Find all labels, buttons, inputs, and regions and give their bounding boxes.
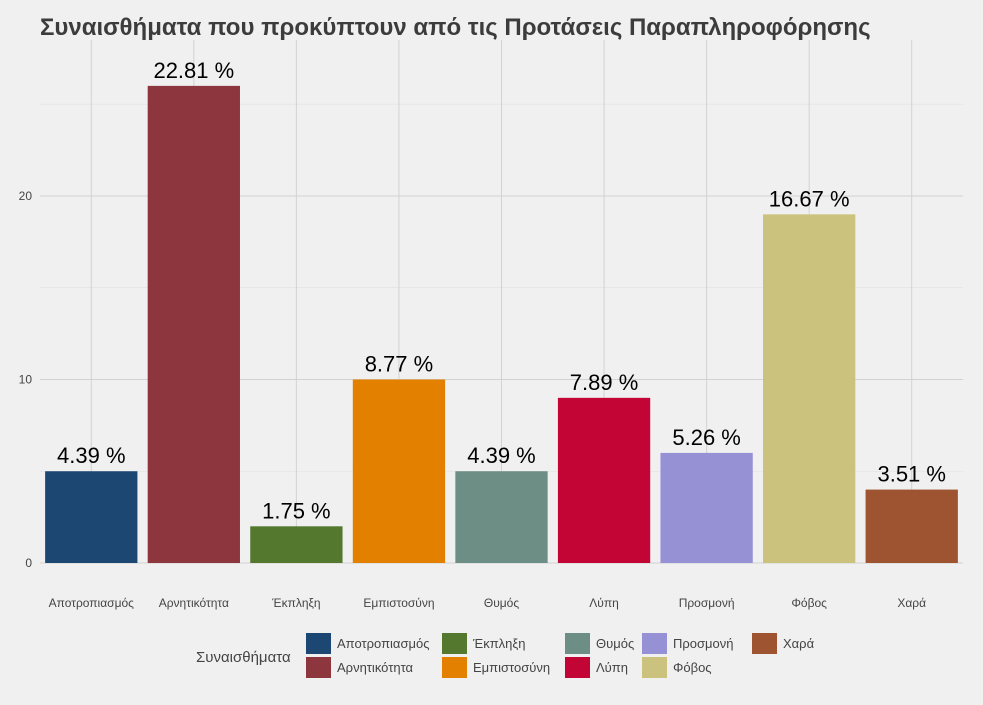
data-label: 1.75 % — [262, 498, 331, 523]
legend-label: Λύπη — [596, 659, 628, 675]
legend-swatch — [642, 632, 667, 654]
legend-label: Εμπιστοσύνη — [473, 659, 551, 675]
y-tick-label: 20 — [19, 189, 33, 203]
bar — [352, 379, 446, 563]
legend-item: Θυμός — [565, 632, 634, 654]
bar — [455, 471, 548, 563]
bar — [45, 471, 138, 563]
data-label: 4.39 % — [467, 443, 536, 468]
chart-title: Συναισθήματα που προκύπτουν από τις Προτ… — [40, 14, 871, 41]
x-tick-label: Χαρά — [897, 596, 926, 610]
x-tick-label: Προσμονή — [679, 596, 735, 610]
legend-item: Χαρά — [752, 632, 814, 654]
legend-label: Προσμονή — [673, 635, 734, 651]
legend-swatch — [752, 632, 777, 654]
legend-item: Εμπιστοσύνη — [442, 656, 550, 678]
legend-label: Χαρά — [783, 635, 815, 651]
legend-item: Προσμονή — [642, 632, 734, 654]
legend-label: Φόβος — [673, 659, 712, 675]
legend-title: Συναισθήματα — [196, 649, 291, 666]
legend-swatch — [442, 656, 467, 678]
bar — [250, 526, 343, 563]
legend-label: Έκπληξη — [473, 635, 526, 651]
y-tick-label: 0 — [25, 556, 32, 570]
bar — [865, 489, 958, 563]
legend-item: Αποτροπιασμός — [306, 632, 429, 654]
legend-item: Φόβος — [642, 656, 712, 678]
x-tick-label: Θυμός — [484, 596, 519, 610]
data-label: 7.89 % — [570, 370, 639, 395]
legend-label: Θυμός — [596, 635, 635, 651]
data-label: 3.51 % — [877, 462, 946, 487]
x-tick-label: Έκπληξη — [271, 596, 320, 610]
legend-item: Έκπληξη — [442, 632, 525, 654]
data-label: 22.81 % — [153, 58, 234, 83]
x-tick-label: Αποτροπιασμός — [49, 596, 135, 610]
y-tick-label: 10 — [19, 372, 33, 386]
bar — [763, 214, 856, 564]
legend-swatch — [565, 632, 590, 654]
bar — [557, 397, 651, 563]
legend-swatch — [442, 632, 467, 654]
legend-swatch — [306, 656, 331, 678]
x-tick-label: Φόβος — [791, 596, 827, 610]
x-tick-label: Αρνητικότητα — [159, 596, 229, 610]
legend-item: Λύπη — [565, 656, 628, 678]
legend-label: Αποτροπιασμός — [337, 635, 430, 651]
data-label: 16.67 % — [769, 186, 850, 211]
x-tick-label: Λύπη — [589, 596, 619, 610]
legend-item: Αρνητικότητα — [306, 656, 413, 678]
x-tick-label: Εμπιστοσύνη — [363, 596, 434, 610]
legend-swatch — [565, 656, 590, 678]
data-label: 8.77 % — [365, 351, 434, 376]
legend-swatch — [306, 632, 331, 654]
bar — [660, 452, 753, 563]
bar — [147, 85, 240, 563]
data-label: 5.26 % — [672, 425, 741, 450]
legend-label: Αρνητικότητα — [337, 659, 414, 675]
data-label: 4.39 % — [57, 443, 126, 468]
legend-swatch — [642, 656, 667, 678]
